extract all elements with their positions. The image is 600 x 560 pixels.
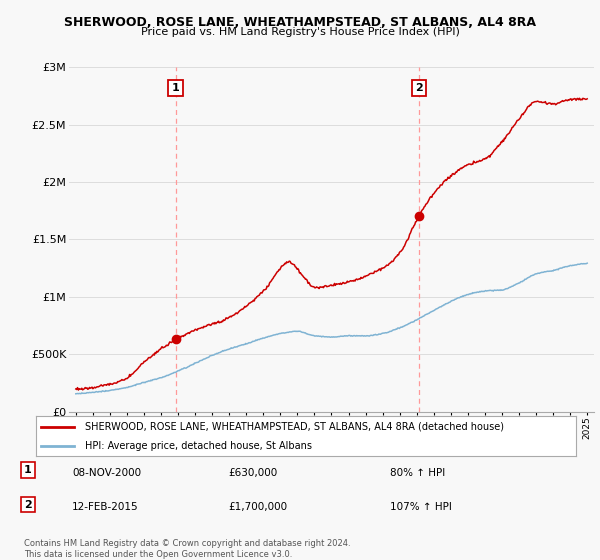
Text: 1: 1 [24,465,32,475]
Text: 12-FEB-2015: 12-FEB-2015 [72,502,139,512]
Text: 2: 2 [24,500,32,510]
Text: SHERWOOD, ROSE LANE, WHEATHAMPSTEAD, ST ALBANS, AL4 8RA: SHERWOOD, ROSE LANE, WHEATHAMPSTEAD, ST … [64,16,536,29]
Text: 08-NOV-2000: 08-NOV-2000 [72,468,141,478]
Text: 1: 1 [172,83,179,93]
Text: 2: 2 [415,83,422,93]
Text: £1,700,000: £1,700,000 [228,502,287,512]
Text: £630,000: £630,000 [228,468,277,478]
Text: Price paid vs. HM Land Registry's House Price Index (HPI): Price paid vs. HM Land Registry's House … [140,27,460,37]
Text: HPI: Average price, detached house, St Albans: HPI: Average price, detached house, St A… [85,441,311,450]
Text: SHERWOOD, ROSE LANE, WHEATHAMPSTEAD, ST ALBANS, AL4 8RA (detached house): SHERWOOD, ROSE LANE, WHEATHAMPSTEAD, ST … [85,422,503,432]
Text: 80% ↑ HPI: 80% ↑ HPI [390,468,445,478]
Text: Contains HM Land Registry data © Crown copyright and database right 2024.
This d: Contains HM Land Registry data © Crown c… [24,539,350,559]
Text: 107% ↑ HPI: 107% ↑ HPI [390,502,452,512]
